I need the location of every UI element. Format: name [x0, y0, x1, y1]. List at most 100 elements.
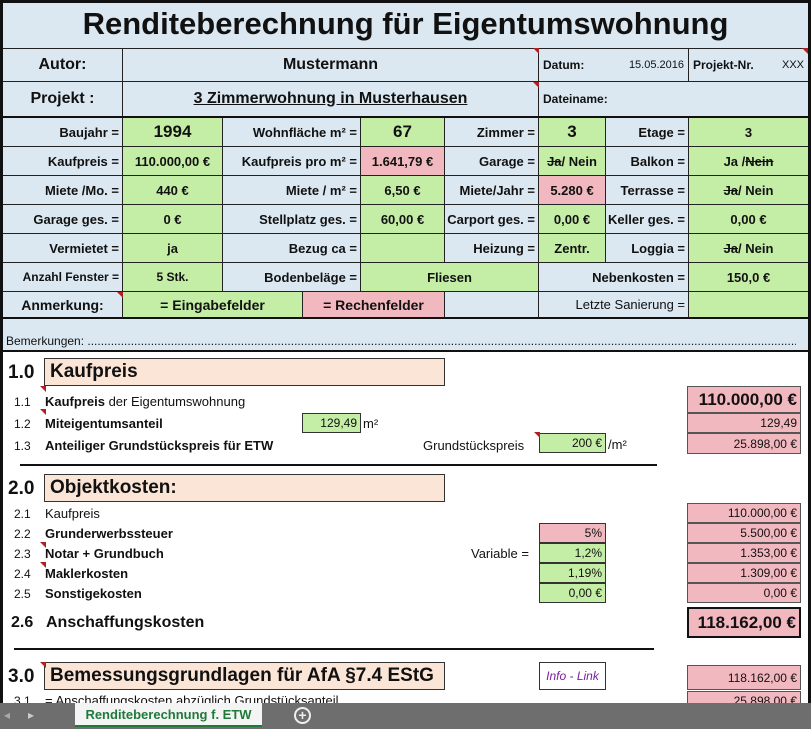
row-value: 1.309,00 € [687, 563, 801, 583]
terrasse-ja: Ja [723, 182, 739, 198]
row-value: 110.000,00 € [687, 503, 801, 523]
sanierung-input[interactable] [689, 292, 808, 319]
heizung-input[interactable]: Zentr. [539, 234, 606, 263]
datum-cell[interactable]: Datum: 15.05.2016 [539, 48, 689, 82]
baujahr-label: Baujahr = [3, 118, 123, 147]
info-link[interactable]: Info - Link [539, 662, 606, 690]
balkon-nein: Nein [745, 153, 774, 169]
zimmer-input[interactable]: 3 [539, 118, 606, 147]
miete-input[interactable]: 440 € [123, 176, 223, 205]
fenster-input[interactable]: 5 Stk. [123, 263, 223, 292]
loggia-ja: Ja [723, 240, 739, 256]
terrasse-nein: / Nein [738, 182, 774, 198]
empty-cell [445, 292, 539, 319]
comment-marker [802, 48, 808, 54]
boden-input[interactable]: Fliesen [361, 263, 539, 292]
autor-value[interactable]: Mustermann [123, 48, 539, 82]
miete-m2-input[interactable]: 6,50 € [361, 176, 445, 205]
sonstige-input[interactable]: 0,00 € [539, 583, 606, 603]
row-number: 2.1 [14, 507, 31, 521]
sheet-tab-active[interactable]: Renditeberechnung f. ETW [75, 703, 262, 727]
kaufpreis-total: 110.000,00 € [687, 386, 801, 413]
heizung-label: Heizung = [445, 234, 539, 263]
row-number: 2.6 [11, 614, 34, 631]
comment-marker [533, 82, 539, 88]
boden-label: Bodenbeläge = [223, 263, 361, 292]
wohnflaeche-input[interactable]: 67 [361, 118, 445, 147]
balkon-label: Balkon = [606, 147, 689, 176]
comment-marker [533, 48, 539, 54]
balkon-input[interactable]: Ja / Nein [689, 147, 808, 176]
notar-input[interactable]: 1,2% [539, 543, 606, 563]
carport-input[interactable]: 0,00 € [539, 205, 606, 234]
row-number: 2.2 [14, 527, 31, 541]
miteigentum-value: 129,49 [687, 413, 801, 433]
row-value: 1.353,00 € [687, 543, 801, 563]
anmerkung-label: Anmerkung: [3, 292, 123, 319]
divider [14, 648, 654, 650]
section-3-title: Bemessungsgrundlagen für AfA §7.4 EStG [44, 662, 445, 690]
garage-ja: Ja [547, 153, 562, 169]
row-value: 5.500,00 € [687, 523, 801, 543]
etage-input[interactable]: 3 [689, 118, 808, 147]
kaufpreis-m2-value: 1.641,79 € [361, 147, 445, 176]
nebenkosten-label: Nebenkosten = [539, 263, 689, 292]
keller-label: Keller ges. = [606, 205, 689, 234]
section-2-number: 2.0 [8, 478, 35, 499]
sanierung-label: Letzte Sanierung = [539, 292, 689, 319]
comment-marker [40, 409, 46, 415]
datum-value: 15.05.2016 [628, 59, 684, 71]
row-label: Maklerkosten [45, 566, 129, 581]
projektnr-cell[interactable]: Projekt-Nr. XXX [689, 48, 808, 82]
baujahr-input[interactable]: 1994 [123, 118, 223, 147]
kaufpreis-input[interactable]: 110.000,00 € [123, 147, 223, 176]
miete-m2-label: Miete / m² = [223, 176, 361, 205]
row-number: 1.3 [14, 439, 31, 453]
zimmer-label: Zimmer = [445, 118, 539, 147]
add-sheet-icon[interactable]: + [294, 707, 311, 724]
makler-input[interactable]: 1,19% [539, 563, 606, 583]
row-label: Grunderwerbssteuer [45, 526, 173, 541]
scroll-left-icon[interactable]: ◂ [4, 708, 11, 722]
section-3-number: 3.0 [8, 666, 35, 687]
terrasse-input[interactable]: Ja / Nein [689, 176, 808, 205]
grundstueckspreis-input[interactable]: 200 € [539, 433, 606, 453]
vermietet-input[interactable]: ja [123, 234, 223, 263]
loggia-input[interactable]: Ja / Nein [689, 234, 808, 263]
row-label: Sonstigekosten [45, 586, 142, 601]
dateiname-label[interactable]: Dateiname: [539, 82, 808, 118]
row-label: Miteigentumsanteil [45, 416, 163, 431]
legend-eingabefelder: = Eingabefelder [123, 292, 303, 319]
garage-input[interactable]: Ja / Nein [539, 147, 606, 176]
bemerkungen-field[interactable]: Bemerkungen: ...........................… [6, 334, 796, 348]
nebenkosten-input[interactable]: 150,0 € [689, 263, 808, 292]
row-label: Kaufpreis [45, 506, 100, 521]
autor-label: Autor: [3, 48, 123, 82]
row-number: 2.5 [14, 587, 31, 601]
bezug-input[interactable] [361, 234, 445, 263]
garage-ges-input[interactable]: 0 € [123, 205, 223, 234]
balkon-ja: Ja / [723, 153, 746, 169]
projektnr-label: Projekt-Nr. [693, 58, 754, 72]
bezug-label: Bezug ca = [223, 234, 361, 263]
section-1-number: 1.0 [8, 362, 35, 383]
projekt-value[interactable]: 3 Zimmerwohnung in Musterhausen [123, 82, 539, 118]
scroll-right-icon[interactable]: ▸ [28, 708, 35, 722]
section-2-title: Objektkosten: [44, 474, 445, 502]
divider [20, 464, 657, 466]
stellplatz-label: Stellplatz ges. = [223, 205, 361, 234]
etage-label: Etage = [606, 118, 689, 147]
anschaffungskosten-total: 118.162,00 € [687, 607, 801, 638]
loggia-nein: / Nein [738, 240, 774, 256]
row-number: 1.1 [14, 395, 31, 409]
sheet-tab-bar: ◂ ▸ Renditeberechnung f. ETW + [0, 703, 811, 729]
row-value: 0,00 € [687, 583, 801, 603]
row-number: 1.2 [14, 417, 31, 431]
grunderwerb-rate: 5% [539, 523, 606, 543]
miteigentum-input[interactable]: 129,49 [302, 413, 361, 433]
anschaffungskosten-label: Anschaffungskosten [46, 614, 205, 631]
stellplatz-input[interactable]: 60,00 € [361, 205, 445, 234]
datum-label: Datum: [543, 58, 585, 72]
row-label: Kaufpreis der Eigentumswohnung [45, 394, 246, 409]
keller-input[interactable]: 0,00 € [689, 205, 808, 234]
